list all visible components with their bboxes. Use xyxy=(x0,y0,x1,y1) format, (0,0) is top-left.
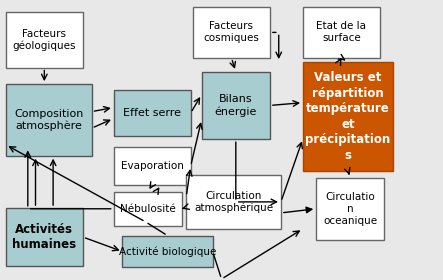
FancyBboxPatch shape xyxy=(316,178,385,240)
FancyBboxPatch shape xyxy=(6,12,83,67)
FancyBboxPatch shape xyxy=(303,62,393,171)
FancyBboxPatch shape xyxy=(6,208,83,266)
Text: Etat de la
surface: Etat de la surface xyxy=(316,21,366,43)
FancyBboxPatch shape xyxy=(6,84,92,156)
FancyBboxPatch shape xyxy=(114,192,182,226)
Text: Facteurs
géologiques: Facteurs géologiques xyxy=(12,29,76,51)
FancyBboxPatch shape xyxy=(187,175,281,229)
FancyBboxPatch shape xyxy=(193,7,270,58)
FancyBboxPatch shape xyxy=(122,236,213,267)
Text: Facteurs
cosmiques: Facteurs cosmiques xyxy=(203,21,259,43)
FancyBboxPatch shape xyxy=(114,90,190,136)
Text: Activité biologique: Activité biologique xyxy=(119,246,216,257)
Text: Nébulosité: Nébulosité xyxy=(120,204,175,214)
Text: Evaporation: Evaporation xyxy=(121,161,183,171)
Text: Effet serre: Effet serre xyxy=(123,108,181,118)
Text: Circulatio
n
oceanique: Circulatio n oceanique xyxy=(323,192,377,226)
Text: Activités
humaines: Activités humaines xyxy=(12,223,76,251)
Text: Valeurs et
répartition
température
et
précipitation
s: Valeurs et répartition température et pr… xyxy=(305,71,391,162)
FancyBboxPatch shape xyxy=(114,148,190,185)
Text: Bilans
énergie: Bilans énergie xyxy=(214,94,257,117)
FancyBboxPatch shape xyxy=(202,72,270,139)
FancyBboxPatch shape xyxy=(303,7,380,58)
Text: Circulation
atmosphérique: Circulation atmosphérique xyxy=(194,191,273,213)
Text: Composition
atmosphère: Composition atmosphère xyxy=(14,109,83,131)
